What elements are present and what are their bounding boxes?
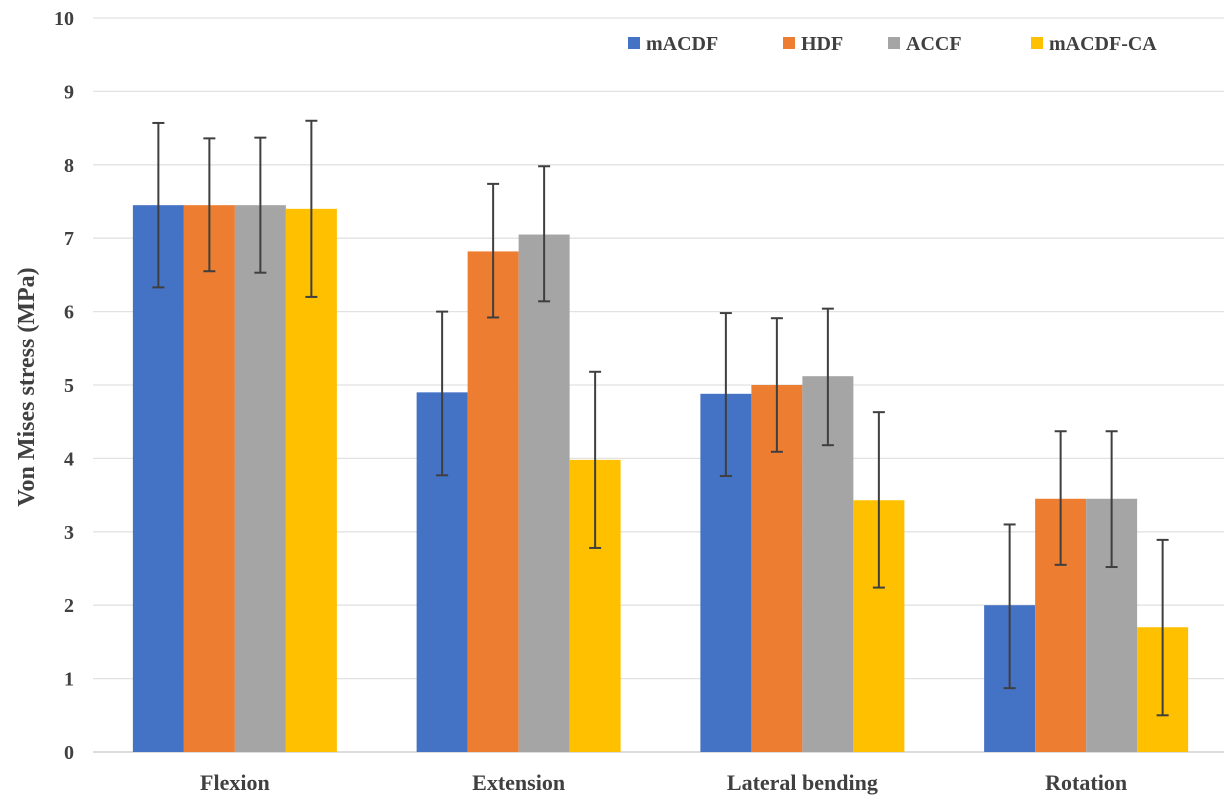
bar-hdf-flexion <box>183 205 235 753</box>
x-category-label: Extension <box>472 770 565 795</box>
legend-label-accf: ACCF <box>906 33 962 55</box>
x-axis-categories: Flexion Extension Lateral bending Rotation <box>200 770 1127 795</box>
legend-swatch-macdf <box>628 37 640 49</box>
legend-label-macdf: mACDF <box>646 33 718 55</box>
y-axis-title: Von Mises stress (MPa) <box>14 267 40 506</box>
legend-swatch-macdf-ca <box>1031 37 1043 49</box>
y-tick-label: 4 <box>64 448 74 470</box>
bar-accf-extension <box>518 234 570 752</box>
y-tick-label: 2 <box>64 595 74 617</box>
x-category-label: Flexion <box>200 770 270 795</box>
y-tick-label: 10 <box>54 8 74 30</box>
bar-macdf-flexion <box>132 205 184 753</box>
legend-label-hdf: HDF <box>801 33 843 55</box>
bars <box>132 205 1189 753</box>
y-tick-label: 3 <box>64 522 74 544</box>
error-bars <box>152 119 1169 717</box>
x-category-label: Lateral bending <box>727 770 878 795</box>
bar-accf-flexion <box>234 205 286 753</box>
legend: mACDF HDF ACCF mACDF-CA <box>628 33 1157 55</box>
y-tick-label: 6 <box>64 302 74 324</box>
legend-label-macdf-ca: mACDF-CA <box>1049 33 1157 55</box>
y-tick-label: 8 <box>64 155 74 177</box>
y-tick-label: 7 <box>64 228 74 250</box>
y-tick-label: 0 <box>64 742 74 764</box>
bar-macdf-ca-flexion <box>285 208 337 753</box>
y-tick-label: 1 <box>64 669 74 691</box>
legend-swatch-hdf <box>783 37 795 49</box>
legend-swatch-accf <box>888 37 900 49</box>
y-axis-ticks: 0 1 2 3 4 5 6 7 8 9 10 <box>54 8 74 764</box>
bar-hdf-extension <box>467 251 519 753</box>
y-tick-label: 9 <box>64 81 74 103</box>
x-category-label: Rotation <box>1045 770 1127 795</box>
y-tick-label: 5 <box>64 375 74 397</box>
